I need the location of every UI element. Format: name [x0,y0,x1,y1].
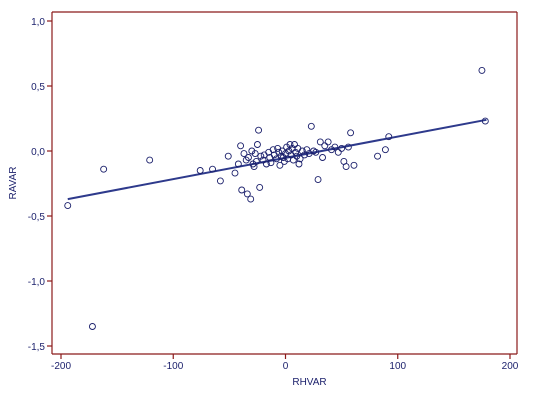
data-point [314,176,322,184]
data-point [291,141,298,148]
data-point [257,152,265,160]
data-point [252,157,260,165]
data-point [64,202,72,210]
data-point [269,146,277,154]
data-points [64,66,489,330]
data-point [275,148,283,156]
data-point [253,141,261,148]
data-point [196,167,204,174]
y-axis-ticks: -1,5 -1,0 -0,5 0,0 0,5 1,0 [28,17,52,353]
data-point [238,186,246,194]
data-point [259,156,267,164]
data-point [303,146,311,154]
x-tick-label: 0 [283,361,289,372]
data-point [296,155,304,163]
data-point [255,126,263,134]
x-axis-label: RHVAR [292,377,326,388]
data-point [334,148,342,156]
x-tick-label: 200 [502,361,519,372]
x-tick-label: -100 [163,361,183,372]
data-point [245,154,252,161]
regression-line [67,118,487,201]
data-point [100,165,108,173]
data-point [344,143,352,151]
data-point [88,323,96,330]
data-point [240,150,248,158]
y-tick-label: 0,5 [31,82,45,93]
data-point [295,160,303,168]
data-point [237,142,245,150]
data-point [478,66,486,74]
y-tick-label: -1,5 [28,342,46,353]
data-point [216,177,224,185]
data-point [385,133,393,141]
data-point [209,165,216,173]
x-tick-label: -200 [51,361,71,372]
y-tick-label: -0,5 [28,212,46,223]
data-point [243,190,251,198]
data-point [481,117,489,125]
data-point [321,142,329,150]
data-point [286,141,294,148]
data-point [324,138,332,146]
data-point [224,152,232,160]
x-axis-ticks: -200 -100 0 100 200 [51,354,519,372]
data-point [307,122,315,130]
data-point [289,156,297,164]
data-point [319,154,326,161]
y-tick-label: 0,0 [31,147,45,158]
data-point [262,160,270,168]
data-point [231,169,239,177]
data-point [247,195,255,203]
y-axis-label: RAVAR [8,167,19,200]
data-point [316,138,324,146]
x-tick-label: 100 [389,361,406,372]
data-point [338,144,346,152]
data-point [146,156,154,164]
data-point [347,129,355,137]
data-point [342,163,350,171]
data-point [267,159,275,167]
data-point [256,183,264,191]
y-tick-label: -1,0 [28,277,46,288]
data-point [374,152,381,160]
data-point [234,160,242,168]
y-tick-label: 1,0 [31,17,45,28]
data-point [331,143,339,151]
data-point [251,150,259,158]
data-point [350,161,358,169]
data-point [312,148,320,156]
data-point [276,161,284,169]
data-point [279,154,287,161]
data-point [298,147,306,155]
data-point [292,148,300,156]
data-point [381,146,389,154]
